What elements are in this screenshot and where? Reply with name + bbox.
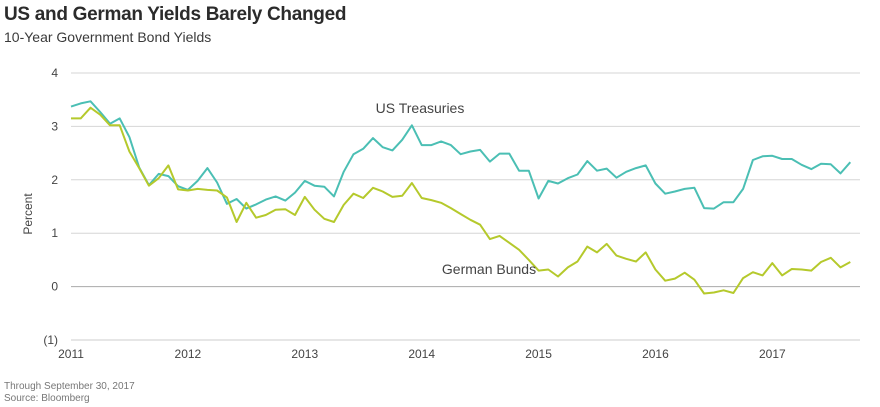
series-line-us-treasuries bbox=[70, 100, 852, 210]
x-tick-label: 2011 bbox=[58, 347, 84, 361]
x-tick-label: 2012 bbox=[175, 347, 202, 361]
y-tick-label: 1 bbox=[51, 226, 58, 240]
y-tick-label: 4 bbox=[51, 66, 58, 80]
footnote-source: Source: Bloomberg bbox=[4, 393, 90, 404]
gridlines bbox=[71, 72, 860, 341]
y-tick-label: 0 bbox=[51, 280, 58, 294]
x-tick-label: 2016 bbox=[642, 347, 669, 361]
y-axis-ticks: 4 3 2 1 0 (1) bbox=[43, 66, 58, 347]
series-lines bbox=[70, 100, 852, 295]
footnote-date: Through September 30, 2017 bbox=[4, 381, 135, 392]
y-axis-label: Percent bbox=[21, 193, 35, 235]
series-line-german-bunds bbox=[71, 106, 851, 295]
y-tick-label: 2 bbox=[51, 173, 58, 187]
series-label-us-treasuries: US Treasuries bbox=[376, 100, 465, 116]
x-tick-label: 2014 bbox=[408, 347, 435, 361]
x-tick-label: 2013 bbox=[291, 347, 318, 361]
x-axis-ticks: 2011 2012 2013 2014 2015 2016 2017 bbox=[58, 347, 786, 361]
series-label-german-bunds: German Bunds bbox=[442, 261, 536, 277]
chart-title: US and German Yields Barely Changed bbox=[4, 4, 347, 25]
x-tick-label: 2017 bbox=[759, 347, 786, 361]
y-tick-label: (1) bbox=[43, 333, 58, 347]
chart-subtitle: 10-Year Government Bond Yields bbox=[4, 29, 212, 45]
y-tick-label: 3 bbox=[51, 119, 58, 133]
x-tick-label: 2015 bbox=[525, 347, 552, 361]
series-labels: US Treasuries German Bunds bbox=[376, 100, 536, 277]
